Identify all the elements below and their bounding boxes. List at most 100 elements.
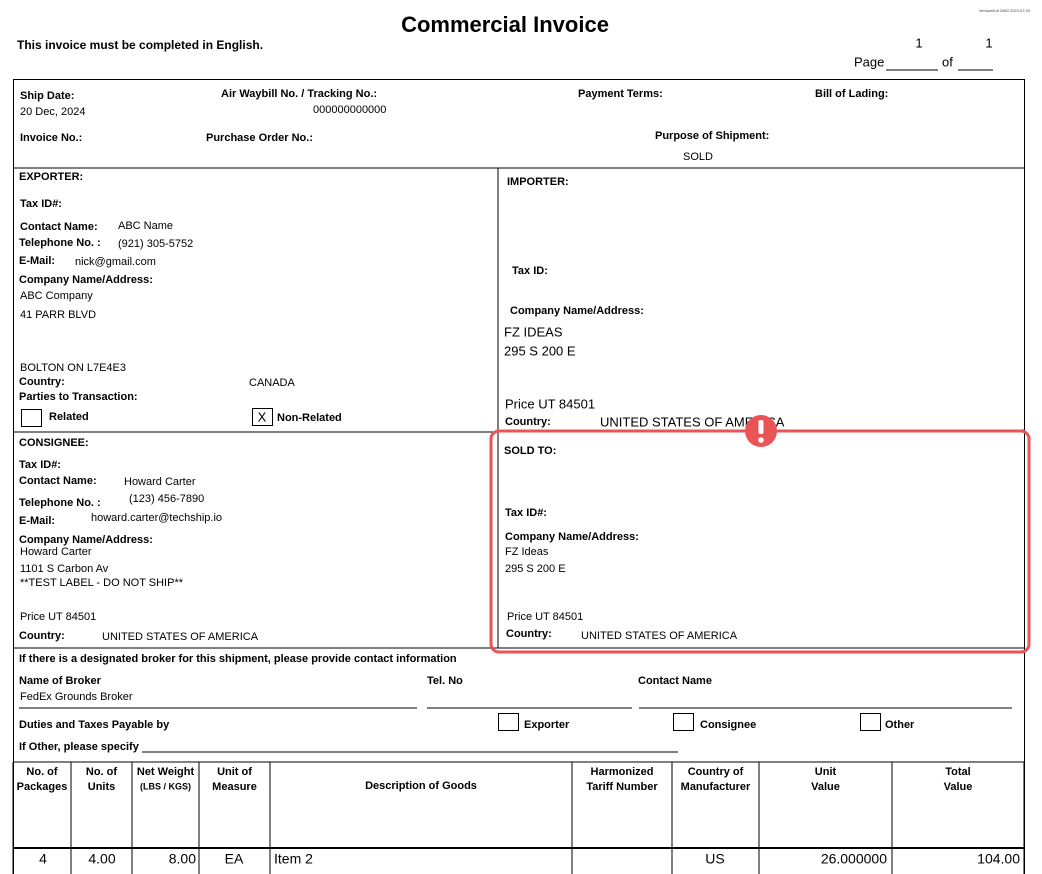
parties-label: Parties to Transaction:	[19, 391, 138, 403]
awb-label: Air Waybill No. / Tracking No.:	[221, 88, 377, 100]
note: This invoice must be completed in Englis…	[17, 38, 263, 52]
column-header: Unit of	[217, 766, 252, 778]
company-label: Company Name/Address:	[510, 305, 644, 317]
checkbox	[252, 408, 273, 426]
cell-description: Item 2	[274, 851, 313, 867]
country: CANADA	[249, 377, 296, 389]
email-label: E-Mail:	[19, 515, 55, 527]
column-header: No. of	[26, 766, 57, 778]
address2: **TEST LABEL - DO NOT SHIP**	[20, 577, 184, 589]
purpose: SOLD	[683, 151, 713, 163]
heading: IMPORTER:	[507, 176, 569, 188]
phone: (921) 305-5752	[118, 238, 193, 250]
column-header: Value	[944, 781, 973, 793]
company: FZ IDEAS	[504, 324, 563, 339]
contact-label: Contact Name	[638, 675, 712, 687]
cell-total-value: 104.00	[977, 851, 1020, 867]
address: 295 S 200 E	[505, 563, 566, 575]
cell-units: 4.00	[88, 851, 115, 867]
company: Howard Carter	[20, 546, 92, 558]
company-label: Company Name/Address:	[19, 534, 153, 546]
column-header: Packages	[17, 781, 68, 793]
column-header: Measure	[212, 781, 257, 793]
column-header: Unit	[815, 766, 837, 778]
tax-id-label: Tax ID#:	[19, 459, 61, 471]
tax-id-label: Tax ID:	[512, 265, 548, 277]
column-header: Value	[811, 781, 840, 793]
checkbox	[498, 713, 519, 731]
column-header: Net Weight	[137, 766, 195, 778]
title: Commercial Invoice	[401, 12, 609, 37]
awb: 000000000000	[313, 104, 386, 116]
email-label: E-Mail:	[19, 255, 55, 267]
company-label: Company Name/Address:	[19, 274, 153, 286]
email: nick@gmail.com	[75, 256, 156, 268]
checkbox	[21, 409, 42, 427]
country-label: Country:	[19, 376, 65, 388]
phone: (123) 456-7890	[129, 493, 204, 505]
contact-label: Contact Name:	[20, 221, 98, 233]
non-related: Non-Related	[277, 412, 342, 424]
address: 1101 S Carbon Av	[20, 563, 109, 575]
warning-dot	[758, 437, 764, 443]
mark: X	[258, 409, 267, 424]
other-label: If Other, please specify	[19, 741, 140, 753]
email: howard.carter@techship.io	[91, 512, 222, 524]
cell-weight: 8.00	[169, 851, 196, 867]
version: Version/Ind 2560 2023.07.20	[979, 8, 1031, 13]
company-label: Company Name/Address:	[505, 531, 639, 543]
country: UNITED STATES OF AMERICA	[102, 631, 259, 643]
column-header: (LBS / KGS)	[140, 781, 191, 791]
heading: EXPORTER:	[19, 171, 83, 183]
duties-label: Duties and Taxes Payable by	[19, 719, 170, 731]
country-label: Country:	[506, 628, 552, 640]
country: UNITED STATES OF AMERICA	[581, 630, 738, 642]
city: Price UT 84501	[505, 396, 595, 411]
contact: Howard Carter	[124, 476, 196, 488]
payment-terms-label: Payment Terms:	[578, 88, 663, 100]
phone-label: Telephone No. :	[19, 497, 101, 509]
checkbox	[860, 713, 881, 731]
related: Related	[49, 411, 89, 423]
tax-id-label: Tax ID#:	[505, 507, 547, 519]
column-header: Description of Goods	[365, 780, 477, 792]
country: UNITED STATES OF AMERICA	[600, 414, 785, 429]
checkbox	[673, 713, 694, 731]
cell-packages: 4	[39, 851, 47, 867]
of-label: of	[942, 54, 953, 69]
ship-date: 20 Dec, 2024	[20, 106, 85, 118]
column-header: Units	[88, 781, 116, 793]
page-total: 1	[985, 35, 992, 50]
column-header: Tariff Number	[586, 781, 658, 793]
company: FZ Ideas	[505, 546, 549, 558]
company: ABC Company	[20, 290, 93, 302]
city: Price UT 84501	[20, 611, 96, 623]
tel-label: Tel. No	[427, 675, 463, 687]
name-label: Name of Broker	[19, 675, 102, 687]
country-label: Country:	[505, 416, 551, 428]
invoice-no-label: Invoice No.:	[20, 132, 82, 144]
contact-label: Contact Name:	[19, 475, 97, 487]
option-exporter: Exporter	[524, 719, 570, 731]
name: FedEx Grounds Broker	[20, 691, 133, 703]
column-header: Manufacturer	[681, 781, 751, 793]
contact: ABC Name	[118, 220, 173, 232]
country-label: Country:	[19, 630, 65, 642]
purpose-label: Purpose of Shipment:	[655, 130, 769, 142]
note: If there is a designated broker for this…	[19, 653, 457, 665]
cell-uom: EA	[225, 851, 244, 867]
bill-of-lading-label: Bill of Lading:	[815, 88, 888, 100]
phone-label: Telephone No. :	[19, 237, 101, 249]
page-label: Page	[854, 54, 884, 69]
address: 295 S 200 E	[504, 343, 576, 358]
page-current: 1	[915, 35, 922, 50]
cell-unit-value: 26.000000	[821, 851, 887, 867]
address: 41 PARR BLVD	[20, 309, 96, 321]
option-consignee: Consignee	[700, 719, 756, 731]
tax-id-label: Tax ID#:	[20, 198, 62, 210]
cell-country: US	[705, 851, 724, 867]
po-label: Purchase Order No.:	[206, 132, 313, 144]
city: Price UT 84501	[507, 611, 583, 623]
warning-bar	[758, 420, 764, 434]
